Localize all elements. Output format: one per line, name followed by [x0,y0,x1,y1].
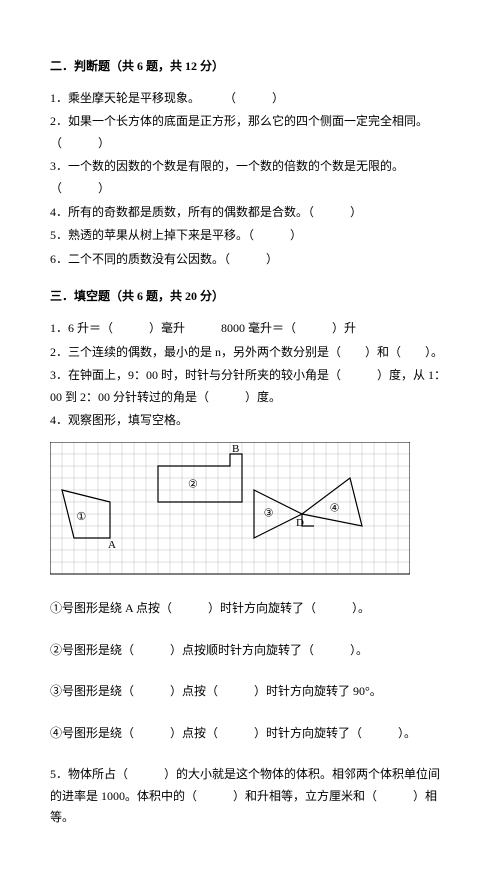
q3-4-sub2: ②号图形是绕（ ）点按顺时针方向旋转了（ ）。 [50,640,450,662]
q3-4-sub3: ③号图形是绕（ ）点按（ ）时针方向旋转了 90°。 [50,681,450,703]
q2-6: 6．二个不同的质数没有公因数。（ ） [50,249,450,271]
svg-text:D: D [296,517,304,529]
q2-1: 1．乘坐摩天轮是平移现象。 （ ） [50,88,450,110]
svg-text:④: ④ [330,503,340,515]
geometry-figure: ① A ② B ③ ④ D [50,442,450,578]
q3-3: 3．在钟面上，9：00 时，时针与分针所夹的较小角是（ ）度，从 1：00 到 … [50,365,450,408]
q3-1: 1．6 升＝（ ）毫升 8000 毫升＝（ ）升 [50,318,450,340]
q3-4-sub4: ④号图形是绕（ ）点按（ ）时针方向旋转了（ ）。 [50,723,450,745]
q2-3: 3．一个数的因数的个数是有限的，一个数的倍数的个数是无限的。（ ） [50,156,450,199]
q2-4: 4．所有的奇数都是质数，所有的偶数都是合数。（ ） [50,202,450,224]
q2-2: 2．如果一个长方体的底面是正方形，那么它的四个侧面一定完全相同。（ ） [50,111,450,154]
q3-2: 2．三个连续的偶数，最小的是 n，另外两个数分别是（ ）和（ ）。 [50,342,450,364]
q3-5: 5．物体所占（ ）的大小就是这个物体的体积。相邻两个体积单位间的进率是 1000… [50,764,450,829]
svg-text:②: ② [188,479,198,491]
svg-text:B: B [232,443,239,455]
q3-4-sub1: ①号图形是绕 A 点按（ ）时针方向旋转了（ ）。 [50,598,450,620]
q3-4: 4．观察图形，填写空格。 [50,410,450,432]
svg-text:③: ③ [264,507,274,519]
section-3-title: 三．填空题（共 6 题，共 20 分） [50,286,450,308]
svg-text:①: ① [76,511,86,523]
svg-text:A: A [108,539,116,551]
q2-5: 5．熟透的苹果从树上掉下来是平移。（ ） [50,225,450,247]
section-2-title: 二．判断题（共 6 题，共 12 分） [50,56,450,78]
